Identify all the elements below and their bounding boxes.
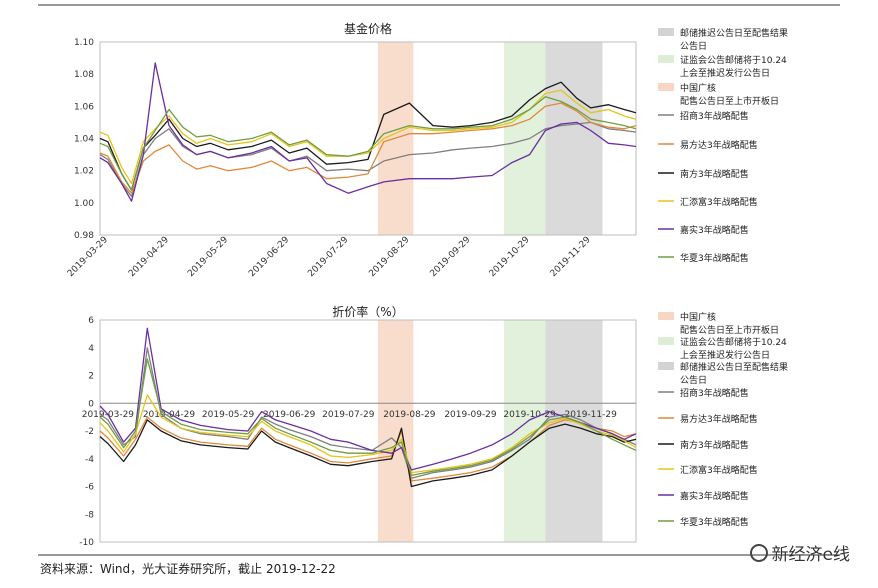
legend-label: 华夏3年战略配售 [680, 252, 749, 264]
legend-swatch-band [658, 28, 674, 36]
shaded-band-0 [377, 320, 414, 542]
y-tick-label: 0.98 [74, 231, 94, 241]
shaded-band-2 [545, 320, 603, 542]
y-tick-label: 1.08 [74, 70, 94, 80]
legend-label: 中国广核 [680, 311, 716, 323]
legend-swatch-band [658, 312, 674, 320]
legend-label: 配售公告日至上市开板日 [680, 95, 779, 107]
series-line-4 [99, 62, 637, 202]
x-tick-label: 2019-03-29 [66, 235, 110, 279]
source-note: 资料来源：Wind，光大证券研究所，截止 2019-12-22 [40, 562, 336, 576]
x-tick-label: 2019-05-29 [186, 235, 230, 279]
y-tick-label: 4 [88, 344, 94, 354]
legend-swatch-band [658, 83, 674, 91]
y-tick-label: -2 [85, 427, 94, 437]
shaded-band-1 [503, 42, 546, 235]
legend-label: 上会至推迟发行公告日 [680, 349, 770, 361]
legend-swatch-band [658, 337, 674, 345]
x-tick-label: 2019-07-29 [322, 410, 375, 420]
series-line-4 [99, 327, 637, 471]
legend-label: 上会至推迟发行公告日 [680, 67, 770, 79]
legend-swatch-band [658, 55, 674, 63]
series-line-2 [99, 81, 637, 191]
y-tick-label: -6 [85, 483, 94, 493]
legend-label: 招商3年战略配售 [680, 110, 749, 122]
legend-label: 配售公告日至上市开板日 [680, 324, 779, 336]
chart-title: 基金价格 [344, 21, 392, 36]
legend-label: 证监会公告邮储将于10.24 [680, 54, 787, 66]
chart-title: 折价率（%） [332, 304, 403, 319]
series-line-1 [99, 416, 637, 482]
series-line-5 [99, 358, 637, 477]
x-tick-label: 2019-04-29 [127, 235, 171, 279]
legend-label: 邮储推迟公告日至配售结果 [680, 27, 788, 39]
shaded-band-2 [545, 42, 603, 235]
y-tick-label: -10 [79, 538, 94, 548]
y-tick-label: 1.00 [74, 199, 94, 209]
x-tick-label: 2019-04-29 [143, 410, 196, 420]
legend-swatch-band [658, 362, 674, 370]
wechat-icon [749, 544, 768, 562]
y-tick-label: 0 [88, 399, 94, 409]
x-tick-label: 2019-11-29 [565, 410, 618, 420]
x-tick-label: 2019-08-29 [367, 235, 411, 279]
y-tick-label: 6 [88, 316, 94, 326]
legend-label: 嘉实3年战略配售 [680, 224, 749, 236]
series-line-3 [99, 394, 637, 474]
legend-label: 中国广核 [680, 82, 716, 94]
x-tick-label: 2019-10-29 [488, 235, 532, 279]
series-line-5 [99, 96, 637, 191]
y-tick-label: 1.10 [74, 38, 94, 48]
x-tick-label: 2019-06-29 [263, 410, 316, 420]
x-tick-label: 2019-08-29 [383, 410, 436, 420]
legend-label: 南方3年战略配售 [680, 168, 749, 180]
legend-label: 嘉实3年战略配售 [680, 490, 749, 502]
legend-label: 证监会公告邮储将于10.24 [680, 336, 787, 348]
watermark-text: 新经济e线 [771, 545, 850, 565]
series-line-1 [99, 102, 637, 194]
y-tick-label: -4 [85, 455, 94, 465]
shaded-band-1 [503, 320, 546, 542]
legend-label: 汇添富3年战略配售 [680, 464, 758, 476]
legend-label: 南方3年战略配售 [680, 439, 749, 451]
x-tick-label: 2019-09-29 [429, 235, 473, 279]
watermark: 新经济e线 [749, 540, 850, 565]
series-line-2 [99, 419, 637, 488]
legend-label: 公告日 [680, 374, 707, 386]
y-tick-label: 1.02 [74, 167, 94, 177]
legend-label: 易方达3年战略配售 [680, 413, 758, 425]
y-tick-label: 1.06 [74, 102, 94, 112]
y-tick-label: 1.04 [74, 135, 94, 145]
y-tick-label: -8 [85, 510, 94, 520]
x-tick-label: 2019-11-29 [549, 235, 593, 279]
y-tick-label: 2 [88, 372, 94, 382]
x-tick-label: 2019-07-29 [306, 235, 350, 279]
x-tick-label: 2019-06-29 [247, 235, 291, 279]
legend-label: 公告日 [680, 40, 707, 52]
fund-price-chart: 0.98 1.00 1.02 1.04 1.06 1.08 1.10 2019-03-29 20… [66, 21, 788, 279]
legend-label: 招商3年战略配售 [680, 387, 749, 399]
legend-label: 邮储推迟公告日至配售结果 [680, 361, 788, 373]
x-tick-label: 2019-05-29 [202, 410, 255, 420]
x-tick-label: 2019-09-29 [444, 410, 497, 420]
legend-label: 易方达3年战略配售 [680, 139, 758, 151]
x-tick-label: 2019-10-29 [503, 410, 556, 420]
legend-label: 汇添富3年战略配售 [680, 196, 758, 208]
legend-label: 华夏3年战略配售 [680, 516, 749, 528]
